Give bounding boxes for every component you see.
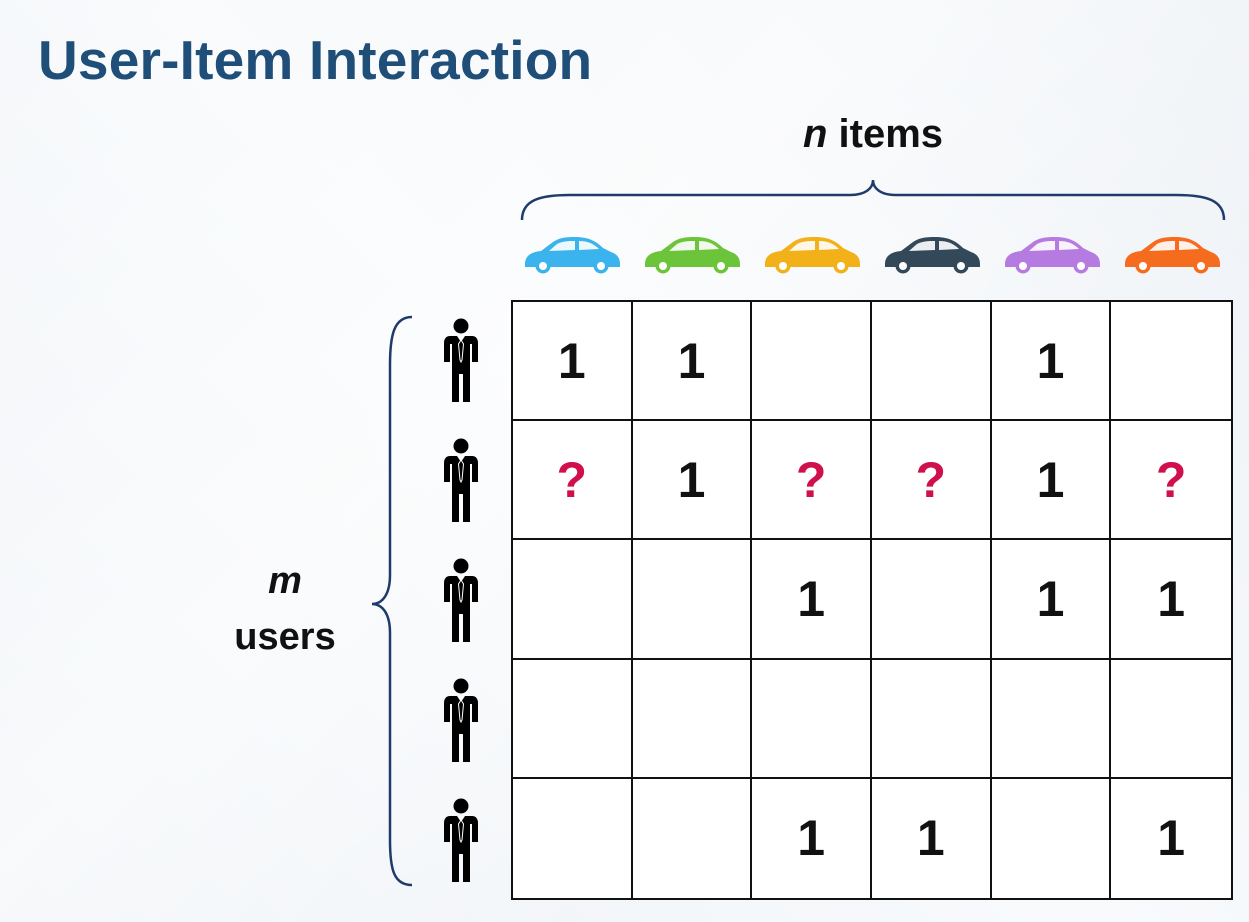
matrix-cell	[871, 540, 992, 660]
matrix-cell: ?	[513, 421, 633, 541]
matrix-cell	[513, 540, 633, 660]
matrix-cell: 1	[752, 778, 872, 898]
matrix-cell: ?	[752, 421, 872, 541]
interaction-matrix: 1 1 1? 1?? 1? 1 1 1 1 1 1	[511, 300, 1233, 900]
items-label: n items	[748, 112, 998, 157]
matrix-cell: 1	[632, 302, 753, 422]
users-label: m users	[205, 553, 365, 665]
matrix-cell: 1	[1157, 810, 1186, 867]
person-icon	[444, 678, 478, 762]
matrix-cell	[871, 659, 992, 779]
matrix-cell	[752, 302, 872, 422]
users-text: users	[234, 616, 336, 658]
items-variable: n	[802, 112, 828, 156]
car-icon	[1005, 237, 1100, 274]
matrix-cell: 1	[632, 421, 753, 541]
person-icon	[444, 558, 478, 642]
matrix-cell	[1111, 302, 1231, 422]
matrix-cell	[633, 778, 753, 898]
matrix-cell	[871, 302, 992, 422]
matrix-cell	[632, 659, 753, 779]
matrix-cell: 1	[752, 540, 872, 660]
users-variable: m	[268, 560, 302, 602]
slide-title: User-Item Interaction	[38, 29, 593, 91]
items-brace	[520, 179, 1226, 221]
matrix-cell: 1	[872, 778, 992, 898]
person-icon	[444, 798, 478, 882]
person-icon	[444, 438, 478, 522]
matrix-cell: 1	[991, 540, 1112, 660]
matrix-cell: 1	[991, 302, 1112, 422]
car-icon	[1125, 237, 1220, 274]
matrix-cell	[991, 659, 1112, 779]
items-text: items	[827, 112, 944, 156]
matrix-cell	[752, 659, 872, 779]
matrix-cell	[513, 778, 633, 898]
car-icon	[885, 237, 980, 274]
matrix-cell	[632, 540, 753, 660]
matrix-cell	[513, 659, 633, 779]
matrix-cell	[992, 778, 1112, 898]
matrix-cell: 1	[1111, 540, 1231, 660]
car-icon	[765, 237, 860, 274]
matrix-cell	[1111, 660, 1231, 779]
car-icon	[525, 237, 620, 274]
car-icon	[645, 237, 740, 274]
matrix-cell: 1	[991, 421, 1112, 541]
matrix-cell: ?	[871, 421, 992, 541]
person-icon	[444, 318, 478, 402]
matrix-cell: ?	[1111, 421, 1231, 541]
matrix-cell: 1	[513, 302, 633, 422]
users-brace	[371, 315, 413, 887]
